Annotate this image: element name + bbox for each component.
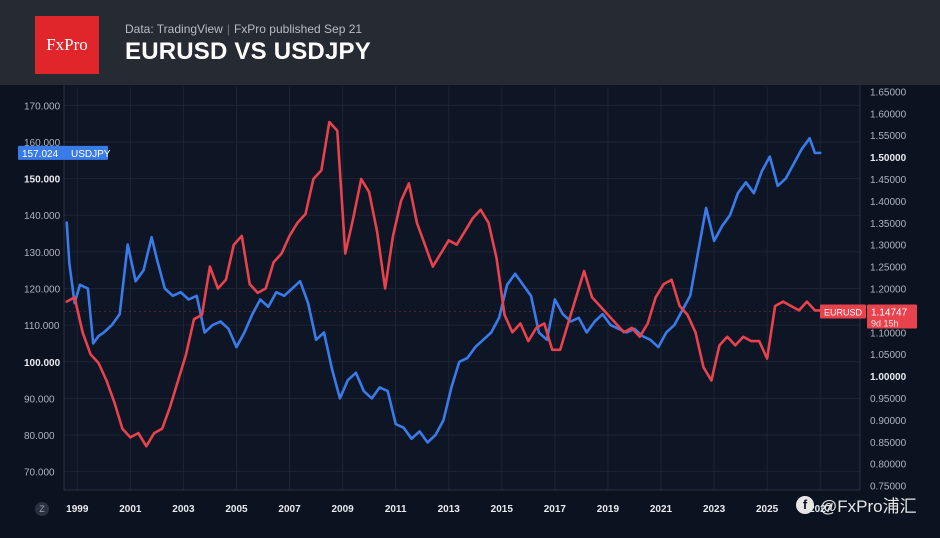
x-tick-label: 2005: [225, 504, 248, 515]
data-source: Data: TradingView: [125, 22, 223, 36]
right-tick-label: 1.40000: [870, 197, 907, 208]
right-tick-label: 1.55000: [870, 131, 907, 142]
x-tick-label: 2015: [491, 504, 514, 515]
right-tick-label: 0.80000: [870, 460, 907, 471]
x-tick-label: 2003: [172, 504, 195, 515]
right-tick-label: 1.30000: [870, 241, 907, 252]
usdjpy-price-value: 157.024: [22, 149, 59, 160]
usdjpy-series-name: USDJPY: [71, 149, 111, 160]
right-tick-label: 0.75000: [870, 482, 907, 493]
left-tick-label: 70.000: [24, 468, 55, 479]
chart-title: EURUSD VS USDJPY: [125, 38, 371, 65]
eurusd-countdown: 9d 15h: [871, 319, 899, 329]
left-tick-label: 130.000: [24, 248, 61, 259]
published-date: FxPro published Sep 21: [233, 22, 363, 36]
right-tick-label: 1.00000: [870, 372, 907, 383]
x-tick-label: 2017: [544, 504, 567, 515]
right-tick-label: 1.50000: [870, 153, 907, 164]
x-tick-label: 2011: [385, 504, 407, 515]
left-tick-label: 150.000: [24, 175, 61, 186]
eurusd-price-value: 1.14747: [871, 308, 908, 319]
right-tick-label: 1.65000: [870, 87, 907, 98]
x-tick-label: 2013: [438, 504, 461, 515]
x-tick-label: 2023: [703, 504, 726, 515]
x-tick-label: 2009: [331, 504, 354, 515]
right-tick-label: 1.20000: [870, 285, 907, 296]
fxpro-logo: FxPro: [35, 16, 99, 74]
chart-header: FxPro Data: TradingView | FxPro published …: [0, 0, 940, 85]
series-line-usdjpy[interactable]: [65, 136, 822, 444]
left-tick-label: 100.000: [24, 358, 61, 369]
left-tick-label: 110.000: [24, 321, 60, 332]
separator-icon: |: [226, 22, 230, 36]
right-tick-label: 1.45000: [870, 175, 907, 186]
eurusd-series-name: EURUSD: [824, 308, 863, 318]
x-tick-label: 2027: [809, 504, 832, 515]
x-tick-label: 2021: [650, 504, 673, 515]
x-tick-label: 2025: [756, 504, 779, 515]
left-tick-label: 120.000: [24, 285, 61, 296]
left-tick-label: 140.000: [24, 211, 61, 222]
eurusd-price-tag: [867, 304, 917, 329]
x-tick-label: 2007: [278, 504, 301, 515]
x-tick-label: 2019: [597, 504, 620, 515]
right-tick-label: 1.35000: [870, 219, 907, 230]
right-tick-label: 1.60000: [870, 109, 907, 120]
left-tick-label: 90.000: [24, 394, 55, 405]
source-line: Data: TradingView | FxPro published Sep 21: [125, 22, 362, 36]
series-line-eurusd[interactable]: [65, 120, 822, 448]
chart-area[interactable]: 1999 2001 2003 2005 2007 2009 2011 2013 2015 2017…: [0, 85, 940, 538]
left-tick-label: 170.000: [24, 101, 61, 112]
right-tick-label: 0.85000: [870, 438, 907, 449]
right-tick-label: 1.25000: [870, 263, 907, 274]
eurusd-name-tag: [820, 304, 866, 319]
watermark-text: @FxPro浦汇: [820, 497, 917, 516]
right-tick-label: 0.90000: [870, 416, 907, 427]
watermark: f @FxPro浦汇: [796, 492, 917, 517]
facebook-icon: f: [796, 495, 814, 514]
left-tick-label: 160.000: [24, 138, 61, 149]
x-tick-label: 1999: [66, 504, 89, 515]
right-tick-label: 1.05000: [870, 350, 907, 361]
timezone-z-icon[interactable]: Z: [35, 502, 49, 516]
right-tick-label: 0.95000: [870, 394, 907, 405]
left-tick-label: 80.000: [24, 431, 55, 442]
right-tick-label: 1.10000: [870, 328, 907, 339]
usdjpy-price-tag: [18, 145, 108, 160]
plot-background: [64, 85, 860, 490]
x-tick-label: 2001: [119, 504, 142, 515]
